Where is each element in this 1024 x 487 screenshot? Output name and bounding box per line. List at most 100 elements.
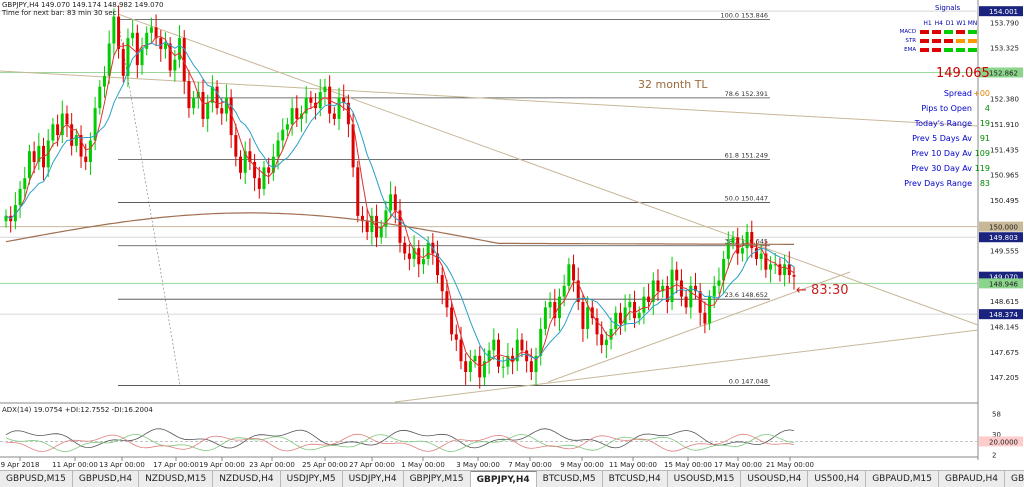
chart-tab-nzdusd-h4[interactable]: NZDUSD,H4	[213, 471, 281, 487]
chart-tab-usdjpy-m5[interactable]: USDJPY,M5	[281, 471, 343, 487]
signals-timeframe: W1	[956, 20, 967, 27]
candle-body	[398, 210, 402, 243]
chart-tab-usousd-m15[interactable]: USOUSD,M15	[668, 471, 742, 487]
signals-timeframe: H1	[923, 20, 932, 27]
chart-tab-usdjpy-h4[interactable]: USDJPY,H4	[343, 471, 404, 487]
candle-body	[754, 248, 758, 259]
signals-row: MACD	[890, 28, 978, 36]
trendline-32-month	[0, 70, 979, 127]
candle-body	[750, 232, 754, 249]
candle-body	[487, 350, 491, 362]
candle-body	[450, 307, 454, 335]
stat-label: Prev 5 Days Av	[912, 134, 972, 143]
adx-line	[5, 428, 795, 449]
candle-body	[637, 312, 641, 319]
signal-indicator	[943, 39, 953, 43]
candle-body	[543, 307, 547, 329]
signals-row-label: MACD	[899, 29, 917, 35]
chart-tab-nzdusd-m15[interactable]: NZDUSD,M15	[139, 471, 214, 487]
stat-row: Today's Range 19	[890, 116, 990, 131]
stat-value: 4	[984, 104, 990, 113]
candle-body	[121, 48, 125, 76]
candle-body	[309, 97, 313, 103]
candle-body	[140, 48, 144, 66]
price-box-label: 149.803	[989, 234, 1018, 242]
candle-body	[581, 302, 585, 329]
candle-body	[163, 43, 167, 49]
countdown-arrow-icon: ←	[796, 283, 807, 298]
price-tick-label: 150.495	[990, 197, 1019, 205]
price-tick-label: 151.910	[990, 121, 1019, 129]
fib-level-label: 61.8 151.249	[725, 151, 768, 159]
candle-body	[740, 248, 744, 254]
di-plus-line	[5, 433, 795, 453]
ma-fast-line	[5, 36, 795, 368]
chart-tab-btcusd-h4[interactable]: BTCUSD,H4	[603, 471, 668, 487]
signals-timeframe: MN	[967, 20, 978, 27]
price-box-label: 148.374	[989, 311, 1018, 319]
chart-canvas[interactable]: 100.0 153.846 78.6 152.391 61.8 151.249 50.…	[0, 0, 1024, 470]
chart-tab-gbpaud-h4[interactable]: GBPAUD,H4	[939, 471, 1005, 487]
chart-tab-gbpaud-m15[interactable]: GBPAUD,M15	[866, 471, 939, 487]
candle-body	[647, 296, 651, 302]
price-box	[979, 6, 1023, 17]
candle-body	[501, 366, 505, 368]
time-tick-label: 11 Apr 00:00	[52, 461, 98, 469]
stat-row: Spread +00	[890, 86, 990, 101]
stat-label: Pips to Open	[921, 104, 972, 113]
adx-tick-label: 2	[992, 452, 996, 460]
chart-tab-gbpusd-h4[interactable]: GBPUSD,H4	[73, 471, 140, 487]
chart-tab-gbpusd-m15[interactable]: GBPUSD,M15	[0, 471, 73, 487]
adx-level-label: 20.0000	[989, 438, 1018, 446]
candle-body	[149, 27, 153, 33]
candle-body	[206, 102, 210, 119]
candle-body	[586, 307, 590, 329]
candle-body	[778, 264, 782, 276]
signal-indicator	[955, 48, 965, 52]
chart-tab-us500-h4[interactable]: US500,H4	[808, 471, 867, 487]
candle-body	[393, 194, 397, 211]
time-tick-label: 1 May 00:00	[401, 461, 445, 469]
price-box	[979, 232, 1023, 243]
candle-body	[590, 307, 594, 319]
candle-body	[539, 328, 543, 356]
candle-body	[576, 280, 580, 302]
stat-row: Prev 10 Day Av 109	[890, 146, 990, 161]
fib-level-label: 100.0 153.846	[720, 12, 768, 20]
candle-body	[220, 108, 224, 114]
candle-body	[651, 280, 655, 302]
time-tick-label: 3 May 00:00	[456, 461, 500, 469]
candle-body	[783, 264, 787, 276]
symbol-line: GBPJPY,H4 149.070 149.174 148.982 149.07…	[2, 1, 164, 9]
chart-tab-gbpjpy-m15[interactable]: GBPJPY,M15	[404, 471, 471, 487]
stat-row: Pips to Open 4	[890, 101, 990, 116]
time-tick-label: 11 May 00:00	[609, 461, 657, 469]
price-box-label: 152.862	[989, 70, 1018, 78]
time-tick-label: 13 Apr 00:00	[99, 461, 145, 469]
candle-body	[412, 248, 416, 259]
candle-body	[600, 334, 604, 346]
candle-body	[243, 151, 247, 173]
price-box-label: 154.001	[989, 8, 1018, 16]
candle-body	[365, 221, 369, 232]
candle-body	[464, 361, 468, 372]
signal-indicator	[943, 48, 953, 52]
candle-body	[497, 339, 500, 367]
candle-body	[717, 280, 721, 286]
chart-tab-gbpnzd-m15[interactable]: GBPNZD,M15	[1005, 471, 1024, 487]
price-tick-label: 152.380	[990, 95, 1019, 103]
price-tick-label: 153.325	[990, 45, 1019, 53]
stat-label: Today's Range	[914, 119, 972, 128]
candle-body	[708, 296, 712, 324]
ma-mid-line	[5, 41, 795, 362]
candle-body	[445, 291, 449, 308]
candle-body	[337, 97, 341, 119]
candle-body	[384, 210, 388, 227]
chart-tab-usousd-h4[interactable]: USOUSD,H4	[741, 471, 809, 487]
chart-tab-gbpjpy-h4[interactable]: GBPJPY,H4	[470, 471, 537, 487]
candle-body	[351, 124, 355, 168]
chart-tab-btcusd-m5[interactable]: BTCUSD,M5	[537, 471, 603, 487]
candle-body	[534, 355, 538, 372]
candle-body	[79, 135, 83, 157]
